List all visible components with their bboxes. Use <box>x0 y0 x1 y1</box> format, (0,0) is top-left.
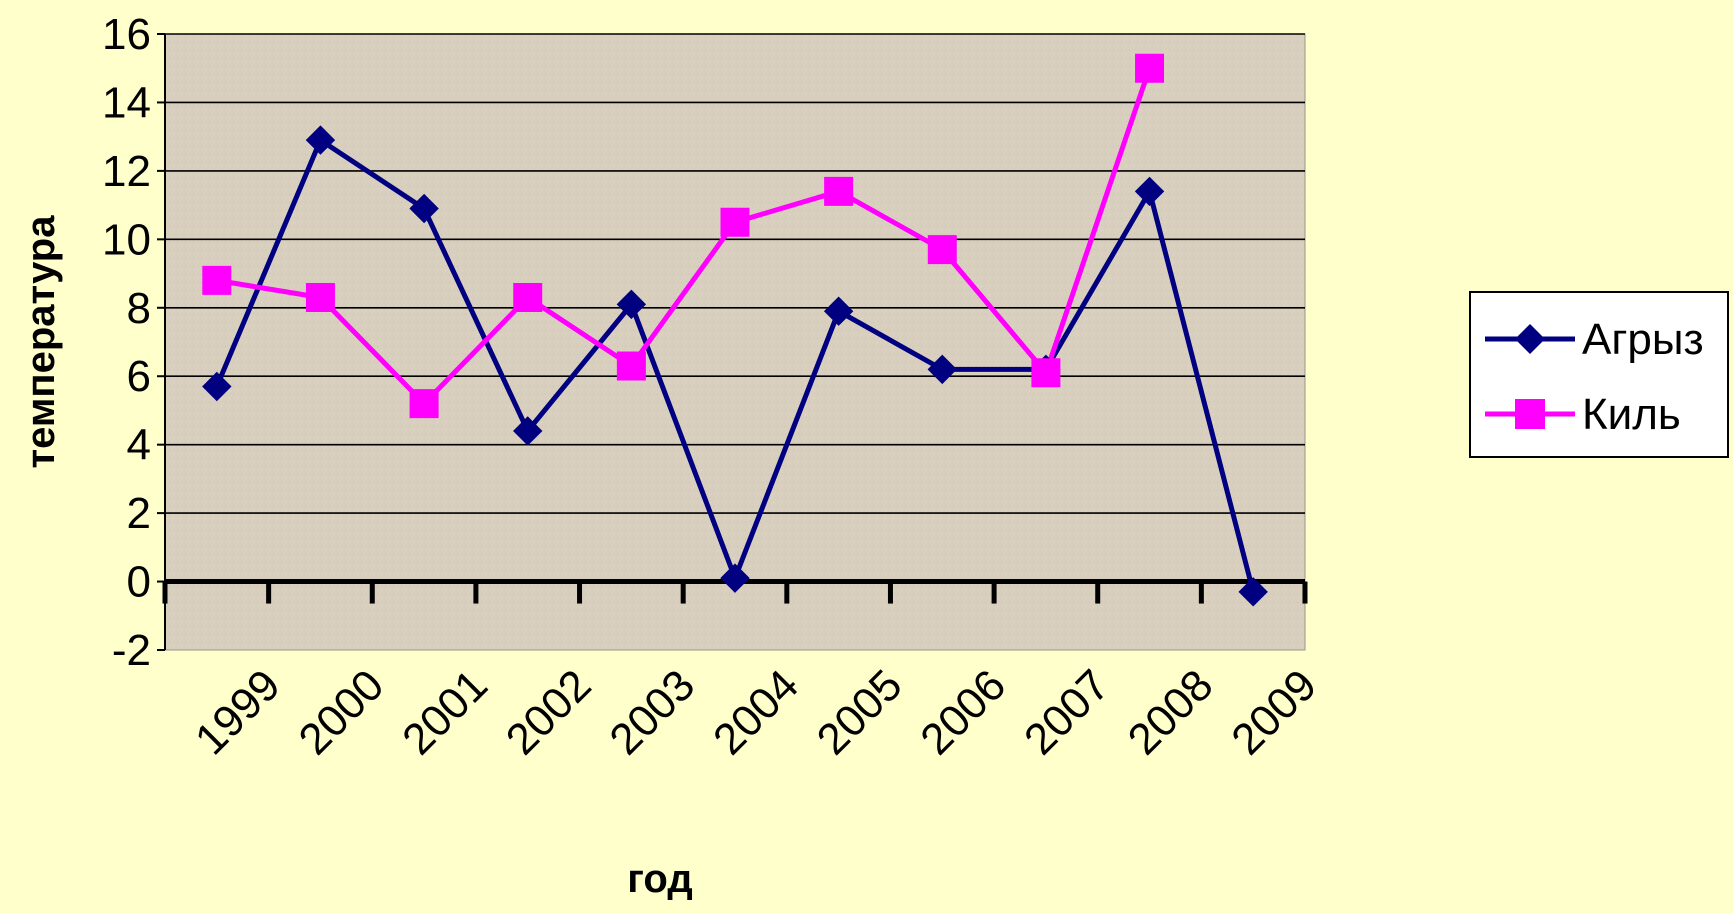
data-point-agryz <box>927 354 957 385</box>
data-point-agryz <box>823 296 854 326</box>
y-tick-label: 8 <box>127 284 151 333</box>
series-line-1 <box>216 67 1152 407</box>
y-axis-title: температура <box>19 215 63 469</box>
data-point-kil <box>616 351 646 381</box>
data-point-kil <box>409 389 439 419</box>
y-tick-label: 10 <box>102 215 151 264</box>
legend: Агрыз Киль <box>1469 291 1729 458</box>
x-tick-label: 2007 <box>1015 660 1119 764</box>
x-tick-label: 2004 <box>704 660 808 764</box>
data-point-agryz <box>202 371 232 402</box>
x-axis-title: год <box>627 857 692 901</box>
y-tick-label: 4 <box>127 421 151 470</box>
y-tick-label: -2 <box>112 626 151 675</box>
plot-area <box>164 33 1306 651</box>
y-tick-label: 12 <box>102 147 151 196</box>
legend-box <box>1469 291 1729 458</box>
y-tick-label: 14 <box>102 78 151 127</box>
data-point-kil <box>305 283 335 313</box>
data-point-kil <box>1135 53 1165 83</box>
y-tick-label: 2 <box>127 489 151 538</box>
legend-marker-agryz <box>1515 324 1545 354</box>
x-tick-label: 2001 <box>393 660 497 764</box>
y-tick-label: 0 <box>127 558 151 607</box>
gridlines <box>165 33 1305 514</box>
y-tick-label: 16 <box>102 10 151 59</box>
x-tick-label: 2002 <box>497 660 601 764</box>
y-tick-label: 6 <box>127 352 151 401</box>
legend-marker-kil <box>1515 399 1545 429</box>
data-point-agryz <box>1134 176 1165 207</box>
data-point-kil <box>927 235 957 265</box>
x-tick-label: 2003 <box>600 660 704 764</box>
x-tick-label: 2008 <box>1119 660 1223 764</box>
x-tick-label: 2000 <box>290 660 394 764</box>
legend-label-kil: Киль <box>1582 390 1681 439</box>
x-tick-label: 1999 <box>186 660 290 764</box>
data-point-kil <box>1031 358 1061 388</box>
data-point-agryz <box>513 416 543 446</box>
data-point-kil <box>513 283 543 313</box>
data-point-agryz <box>409 193 439 224</box>
data-point-agryz <box>305 125 336 155</box>
series-layer <box>202 53 1268 607</box>
x-tick-label: 2006 <box>911 660 1015 764</box>
x-tick-label: 2005 <box>808 660 912 764</box>
x-tick-label: 2009 <box>1222 660 1326 764</box>
legend-item-agryz: Агрыз <box>1485 315 1704 364</box>
data-point-kil <box>720 207 750 237</box>
data-point-agryz <box>616 289 647 320</box>
legend-item-kil: Киль <box>1485 390 1681 439</box>
data-point-kil <box>202 265 232 295</box>
legend-label-agryz: Агрыз <box>1582 315 1704 364</box>
data-point-agryz <box>720 563 750 593</box>
data-point-kil <box>824 176 854 206</box>
data-point-agryz <box>1238 577 1268 607</box>
